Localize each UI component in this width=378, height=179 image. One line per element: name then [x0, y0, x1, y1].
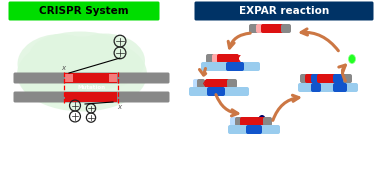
- FancyBboxPatch shape: [258, 117, 267, 126]
- Circle shape: [303, 84, 306, 86]
- FancyBboxPatch shape: [261, 24, 285, 33]
- Circle shape: [324, 84, 327, 86]
- Bar: [109, 74, 117, 82]
- Text: CRISPR System: CRISPR System: [39, 6, 129, 16]
- FancyBboxPatch shape: [281, 24, 291, 33]
- Text: x: x: [61, 65, 65, 71]
- Circle shape: [310, 84, 313, 86]
- FancyBboxPatch shape: [240, 117, 262, 126]
- Circle shape: [352, 84, 355, 86]
- FancyBboxPatch shape: [189, 87, 249, 96]
- FancyBboxPatch shape: [206, 54, 216, 63]
- FancyBboxPatch shape: [227, 79, 237, 88]
- FancyBboxPatch shape: [217, 54, 239, 63]
- Text: ❮: ❮: [202, 80, 208, 87]
- FancyBboxPatch shape: [226, 62, 244, 71]
- Bar: [65, 73, 117, 83]
- Circle shape: [300, 84, 302, 86]
- Circle shape: [314, 84, 316, 86]
- FancyBboxPatch shape: [212, 54, 221, 63]
- FancyBboxPatch shape: [305, 74, 315, 83]
- FancyBboxPatch shape: [249, 24, 260, 33]
- Circle shape: [349, 84, 351, 86]
- FancyBboxPatch shape: [246, 125, 262, 134]
- Text: Mutation: Mutation: [77, 84, 105, 90]
- Text: x: x: [117, 104, 121, 110]
- FancyBboxPatch shape: [311, 74, 321, 83]
- Bar: [65, 92, 117, 102]
- FancyBboxPatch shape: [300, 74, 309, 83]
- FancyBboxPatch shape: [333, 74, 347, 83]
- FancyBboxPatch shape: [333, 83, 347, 92]
- FancyBboxPatch shape: [317, 74, 337, 83]
- FancyBboxPatch shape: [14, 91, 169, 103]
- FancyBboxPatch shape: [195, 1, 373, 21]
- FancyBboxPatch shape: [8, 1, 160, 21]
- FancyBboxPatch shape: [298, 83, 358, 92]
- FancyBboxPatch shape: [207, 87, 225, 96]
- FancyBboxPatch shape: [14, 72, 169, 83]
- FancyBboxPatch shape: [197, 79, 205, 88]
- Circle shape: [321, 84, 323, 86]
- FancyBboxPatch shape: [230, 117, 239, 126]
- Ellipse shape: [65, 33, 145, 88]
- Text: ❮: ❮: [236, 55, 242, 62]
- Bar: [65, 74, 73, 82]
- Circle shape: [328, 84, 330, 86]
- FancyBboxPatch shape: [343, 74, 352, 83]
- FancyBboxPatch shape: [235, 117, 244, 126]
- FancyBboxPatch shape: [201, 62, 260, 71]
- FancyBboxPatch shape: [256, 24, 265, 33]
- Ellipse shape: [17, 37, 147, 112]
- Circle shape: [345, 84, 348, 86]
- Ellipse shape: [20, 54, 90, 104]
- Circle shape: [317, 84, 320, 86]
- FancyBboxPatch shape: [193, 79, 202, 88]
- Circle shape: [342, 84, 344, 86]
- FancyBboxPatch shape: [228, 125, 280, 134]
- FancyBboxPatch shape: [205, 79, 231, 88]
- Ellipse shape: [259, 115, 265, 123]
- Text: EXPAR reaction: EXPAR reaction: [239, 6, 329, 16]
- FancyBboxPatch shape: [263, 117, 272, 126]
- Circle shape: [338, 84, 341, 86]
- Ellipse shape: [17, 34, 102, 94]
- Ellipse shape: [30, 32, 130, 76]
- Circle shape: [331, 84, 334, 86]
- Circle shape: [307, 84, 309, 86]
- Ellipse shape: [349, 54, 355, 64]
- FancyBboxPatch shape: [311, 83, 321, 92]
- Circle shape: [335, 84, 337, 86]
